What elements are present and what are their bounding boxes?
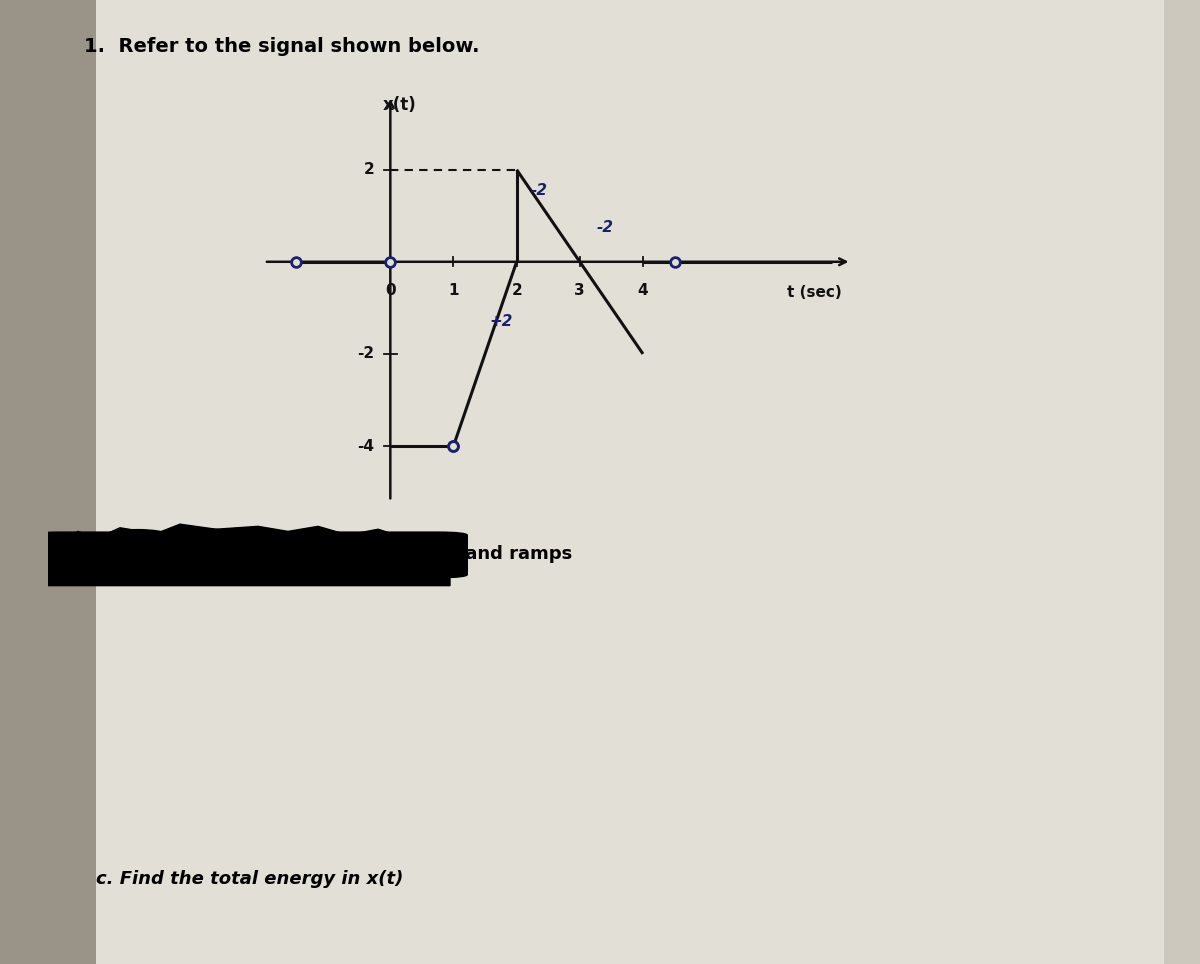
FancyBboxPatch shape (30, 531, 468, 578)
Text: 1.  Refer to the signal shown below.: 1. Refer to the signal shown below. (84, 37, 480, 56)
Ellipse shape (42, 535, 114, 571)
Text: 0: 0 (385, 282, 396, 298)
Polygon shape (48, 524, 450, 585)
Text: 2: 2 (511, 282, 522, 298)
Ellipse shape (342, 547, 414, 575)
Ellipse shape (84, 529, 192, 570)
Text: 1: 1 (449, 282, 458, 298)
Ellipse shape (222, 533, 354, 573)
Text: -2: -2 (358, 346, 374, 362)
Ellipse shape (240, 548, 360, 577)
Ellipse shape (150, 550, 246, 577)
Text: 2: 2 (364, 162, 374, 177)
Text: c. Find the total energy in x(t): c. Find the total energy in x(t) (96, 870, 403, 888)
Text: -4: -4 (358, 439, 374, 453)
Text: a. Decompose x(t) in terms of steps and ramps: a. Decompose x(t) in terms of steps and … (96, 545, 572, 563)
Text: 3: 3 (575, 282, 586, 298)
Text: -2: -2 (596, 220, 613, 235)
Text: x(t): x(t) (383, 96, 416, 114)
Ellipse shape (150, 529, 270, 573)
Text: +2: +2 (490, 314, 512, 329)
Ellipse shape (374, 541, 466, 573)
Text: t (sec): t (sec) (787, 284, 842, 300)
Ellipse shape (66, 546, 150, 575)
FancyBboxPatch shape (60, 0, 1164, 964)
Text: 4: 4 (637, 282, 648, 298)
Text: -2: -2 (530, 183, 547, 198)
FancyBboxPatch shape (0, 0, 96, 964)
Ellipse shape (306, 537, 414, 574)
